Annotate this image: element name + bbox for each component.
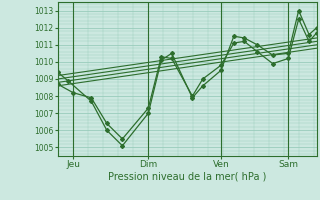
X-axis label: Pression niveau de la mer( hPa ): Pression niveau de la mer( hPa ) <box>108 172 266 182</box>
